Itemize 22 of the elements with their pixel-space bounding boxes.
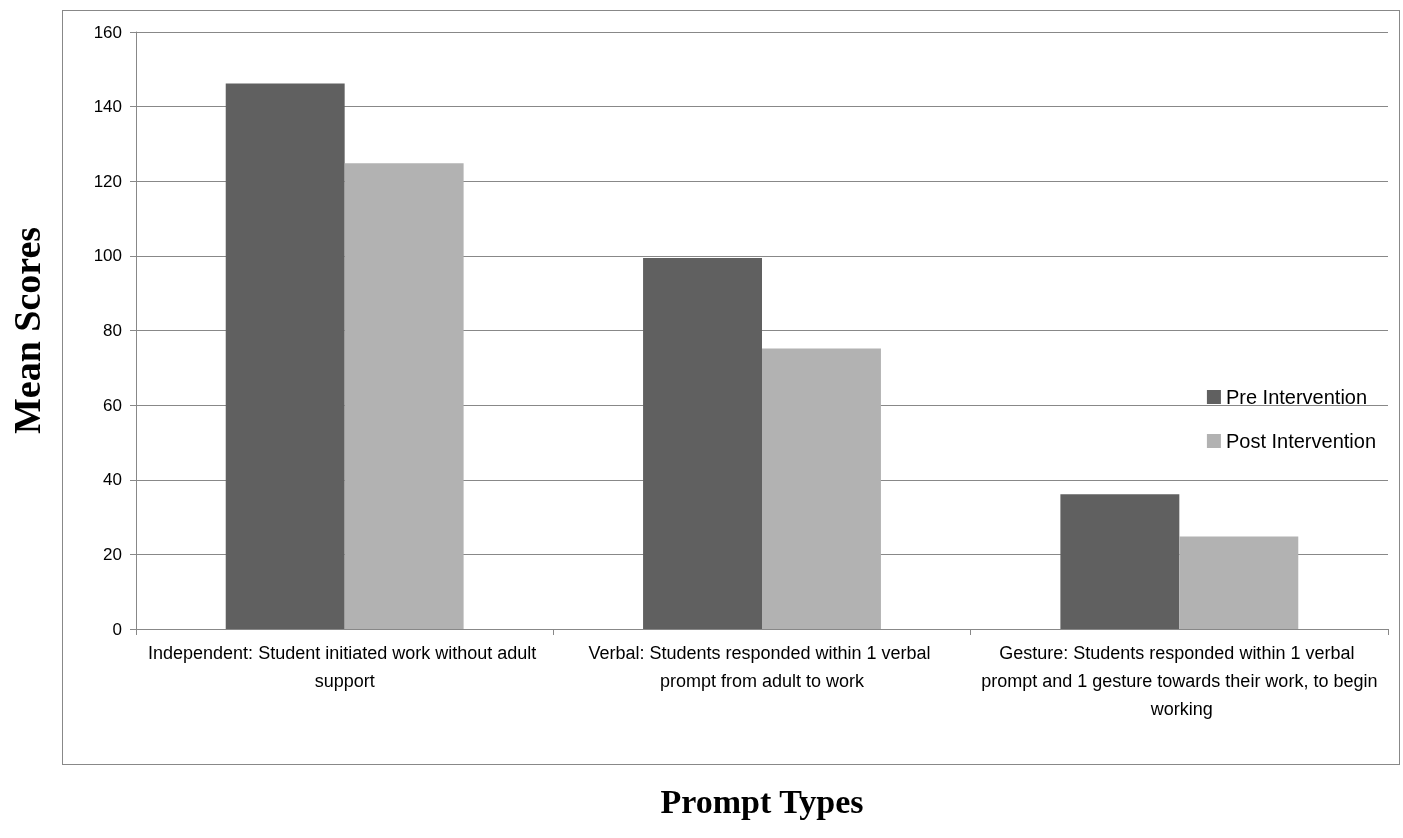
y-tick-label: 160 bbox=[93, 22, 122, 42]
y-tick-label: 140 bbox=[93, 97, 122, 117]
bar bbox=[762, 348, 881, 629]
x-tick-label: Independent: Student initiated work without adult support bbox=[148, 643, 542, 691]
y-tick-label: 20 bbox=[103, 544, 122, 564]
legend-label: Post Intervention bbox=[1225, 430, 1377, 452]
y-tick-label: 40 bbox=[103, 470, 122, 490]
bar bbox=[225, 83, 345, 629]
y-axis-title: Mean Scores bbox=[6, 226, 48, 435]
bar bbox=[1179, 536, 1299, 629]
bar bbox=[643, 258, 762, 629]
x-tick-label: Gesture: Students responded within 1 verbal prompt and 1 gesture towards their work, to begin working bbox=[981, 643, 1378, 719]
y-tick-label: 120 bbox=[93, 171, 122, 191]
x-axis-title: Prompt Types bbox=[660, 782, 864, 820]
bar bbox=[344, 163, 464, 629]
y-tick-label: 100 bbox=[93, 246, 122, 266]
y-tick-label: 60 bbox=[103, 395, 122, 415]
y-tick-label: 0 bbox=[112, 619, 122, 639]
y-tick-label: 80 bbox=[103, 321, 122, 340]
bar bbox=[1060, 494, 1180, 629]
legend-label: Pre Intervention bbox=[1225, 386, 1368, 408]
x-tick-label: Verbal: Students responded within 1 verbal prompt from adult to work bbox=[588, 643, 936, 691]
